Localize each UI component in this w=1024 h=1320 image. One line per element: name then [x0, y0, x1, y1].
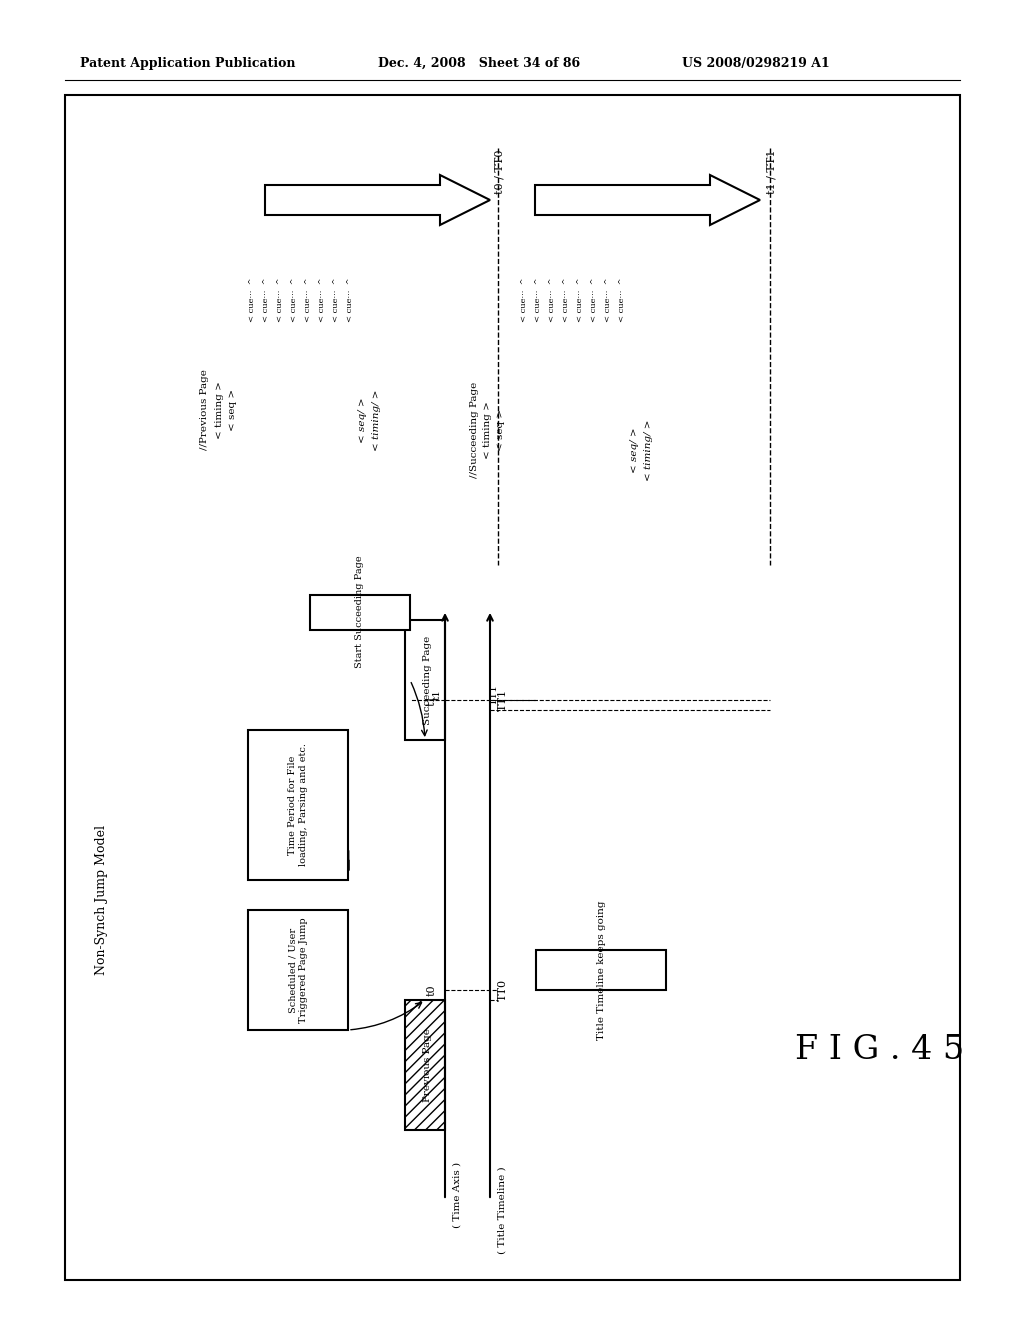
Text: Non-Synch Jump Model: Non-Synch Jump Model — [95, 825, 109, 975]
Text: ( Time Axis ): ( Time Axis ) — [453, 1162, 462, 1228]
Text: //Succeeding Page: //Succeeding Page — [470, 381, 479, 478]
Text: t0: t0 — [427, 985, 437, 995]
Polygon shape — [265, 176, 490, 224]
Text: Previous Page: Previous Page — [423, 1028, 431, 1102]
Bar — [406, 1001, 445, 1130]
Text: < seq >: < seq > — [228, 389, 237, 432]
Text: < cue···  ^: < cue··· ^ — [548, 277, 556, 322]
Bar — [248, 730, 348, 880]
Text: < cue···  ^: < cue··· ^ — [604, 277, 612, 322]
Bar — [65, 95, 961, 1280]
Text: < seq >: < seq > — [496, 409, 505, 451]
Text: Scheduled / User
Triggered Page Jump: Scheduled / User Triggered Page Jump — [289, 917, 307, 1023]
Text: < cue···  ^: < cue··· ^ — [618, 277, 626, 322]
Text: //Previous Page: //Previous Page — [200, 370, 209, 450]
Text: < cue···  ^: < cue··· ^ — [304, 277, 312, 322]
Bar — [406, 620, 445, 741]
Text: Patent Application Publication: Patent Application Publication — [80, 57, 296, 70]
Text: Title Timeline keeps going: Title Timeline keeps going — [597, 900, 606, 1040]
Text: US 2008/0298219 A1: US 2008/0298219 A1 — [682, 57, 829, 70]
Text: < cue···  ^: < cue··· ^ — [562, 277, 570, 322]
Text: < timing >: < timing > — [483, 401, 492, 459]
Text: Succeeding Page: Succeeding Page — [423, 635, 431, 725]
Text: < cue···  ^: < cue··· ^ — [290, 277, 298, 322]
Bar — [536, 950, 666, 990]
Text: < cue···  ^: < cue··· ^ — [346, 277, 354, 322]
Text: < timing/ >: < timing/ > — [372, 389, 381, 450]
Text: < cue···  ^: < cue··· ^ — [534, 277, 542, 322]
Bar — [248, 909, 348, 1030]
Polygon shape — [535, 176, 760, 224]
Text: < cue···  ^: < cue··· ^ — [318, 277, 326, 322]
Text: t0 / TT0: t0 / TT0 — [495, 150, 505, 194]
Text: t1: t1 — [427, 694, 437, 706]
Bar — [310, 595, 410, 630]
Text: < seq/ >: < seq/ > — [358, 397, 367, 442]
Text: t1 / TT1: t1 / TT1 — [767, 150, 777, 194]
Text: < cue···  ^: < cue··· ^ — [262, 277, 270, 322]
Text: < seq/ >: < seq/ > — [630, 428, 639, 473]
Text: < cue···  ^: < cue··· ^ — [248, 277, 256, 322]
Text: < timing/ >: < timing/ > — [644, 420, 653, 480]
Text: < cue···  ^: < cue··· ^ — [276, 277, 284, 322]
Text: Time Period for File
loading, Parsing and etc.: Time Period for File loading, Parsing an… — [289, 743, 307, 866]
Text: F I G . 4 5: F I G . 4 5 — [796, 1034, 965, 1067]
Text: < cue···  ^: < cue··· ^ — [520, 277, 528, 322]
Text: < cue···  ^: < cue··· ^ — [590, 277, 598, 322]
Text: Dec. 4, 2008   Sheet 34 of 86: Dec. 4, 2008 Sheet 34 of 86 — [378, 57, 581, 70]
Text: < cue···  ^: < cue··· ^ — [575, 277, 584, 322]
Text: t1: t1 — [432, 689, 441, 700]
Text: TT0: TT0 — [498, 979, 508, 1001]
Text: < cue···  ^: < cue··· ^ — [332, 277, 340, 322]
Text: < timing >: < timing > — [215, 381, 224, 440]
Text: TT1: TT1 — [498, 689, 508, 711]
Text: Start Succeeding Page: Start Succeeding Page — [355, 556, 365, 668]
Text: TT1: TT1 — [489, 684, 499, 705]
Text: ( Title Timeline ): ( Title Timeline ) — [498, 1166, 507, 1254]
